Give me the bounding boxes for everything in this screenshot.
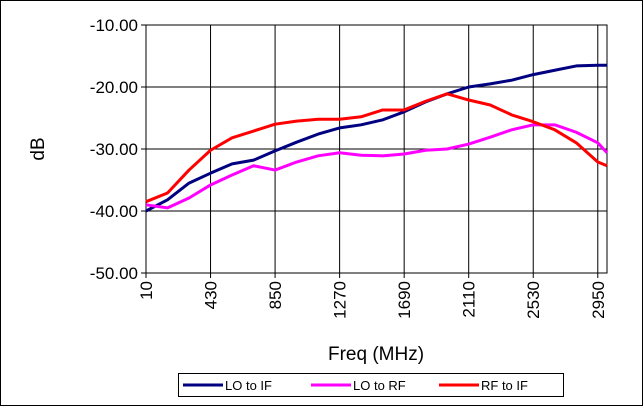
y-tick-label: -10.00 xyxy=(90,16,138,35)
x-tick-label: 2530 xyxy=(524,281,543,319)
x-tick-label: 2950 xyxy=(589,281,608,319)
series-line xyxy=(145,63,607,213)
x-tick-label: 1270 xyxy=(331,281,350,319)
y-tick-label: -20.00 xyxy=(90,78,138,97)
y-tick-label: -30.00 xyxy=(90,140,138,159)
y-tick-label: -40.00 xyxy=(90,202,138,221)
legend-label: RF to IF xyxy=(481,378,528,393)
x-tick-label: 10 xyxy=(137,281,156,300)
y-tick-label: -50.00 xyxy=(90,264,138,283)
legend-box xyxy=(178,373,564,397)
legend-label: LO to IF xyxy=(225,378,272,393)
plot-area xyxy=(145,24,608,274)
series-line xyxy=(145,92,608,204)
x-tick-label: 850 xyxy=(266,281,285,309)
x-tick-label: 1690 xyxy=(395,281,414,319)
x-axis-label: Freq (MHz) xyxy=(328,344,424,365)
x-tick-label: 430 xyxy=(202,281,221,309)
x-tick-label: 2110 xyxy=(460,281,479,318)
legend-label: LO to RF xyxy=(353,378,406,393)
y-axis-label: dB xyxy=(28,137,49,160)
